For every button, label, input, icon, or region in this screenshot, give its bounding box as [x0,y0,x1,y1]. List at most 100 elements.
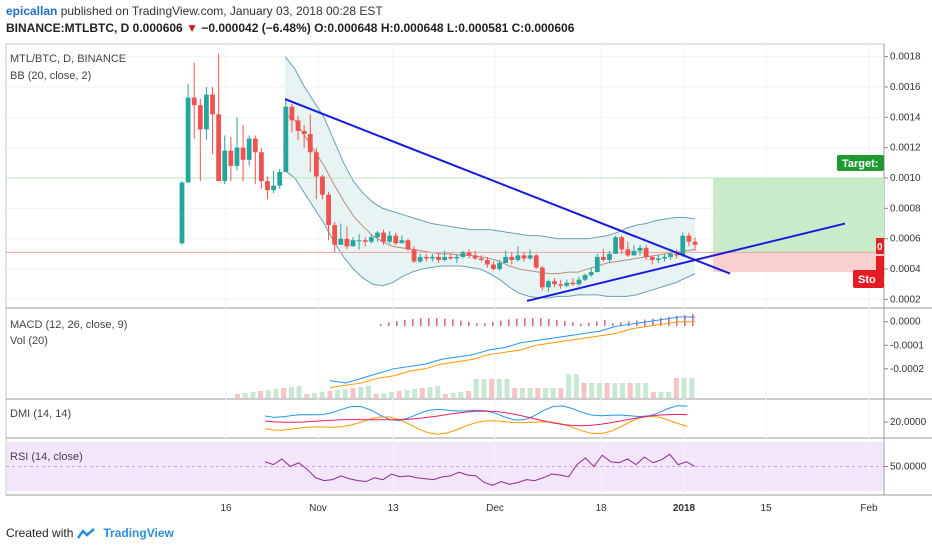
volume-bar [512,388,518,398]
candle-body [375,232,380,238]
volume-bar [242,393,248,398]
rsi-indicator-label[interactable]: RSI (14, close) [10,451,83,463]
candle-body [582,275,588,280]
candle-body [295,120,301,131]
volume-bar [296,386,302,398]
macd-histogram-bar [644,319,646,326]
candle-body [607,253,612,260]
volume-bar [435,386,441,398]
candle-body [356,240,362,242]
y-tick-label: -0.0001 [890,340,924,351]
dmi-indicator-label[interactable]: DMI (14, 14) [10,408,72,420]
macd-histogram-bar [380,324,382,326]
candle-body [692,241,698,245]
volume-bar [573,374,579,398]
volume-bar [365,386,371,398]
x-tick-label: Feb [860,503,878,514]
bollinger-upper-line [284,56,696,240]
candle-body [503,256,509,263]
candle-body [619,237,625,250]
tradingview-brand-link[interactable]: TradingView [103,526,174,540]
volume-bar [658,392,664,398]
volume-bar [281,388,287,398]
candle-body [484,259,490,265]
dmi-minus-line [264,415,688,435]
candle-body [313,152,319,177]
low-value: 0.000581 [458,21,509,35]
candle-body [399,240,405,244]
candle-body [497,262,502,270]
candle-body [466,252,472,256]
candle-body [478,258,484,260]
candle-body [411,249,417,262]
footer: Created with TradingView [6,526,174,540]
macd-histogram-bar [668,316,670,326]
candle-body [320,176,325,195]
y-tick-label: 0.0008 [890,203,921,214]
volume-bar [304,394,310,398]
volume-bar [666,392,672,398]
published-text: published on TradingView.com, January 03… [60,4,383,18]
candle-body [662,256,667,259]
candle-body [600,256,606,260]
macd-histogram-bar [548,318,550,326]
candle-body [448,256,454,259]
y-tick-label: 20.0000 [890,417,927,428]
macd-histogram-bar [588,322,590,326]
close-label: C: [511,21,525,35]
author-link[interactable]: epicallan [6,4,58,18]
candle-body [637,247,643,251]
high-label: H: [380,21,394,35]
x-tick-label: Dec [486,503,504,514]
candle-body [649,256,655,260]
volume-bar [335,390,341,398]
volume-bar [589,383,595,398]
last-price: 0.000606 [132,21,183,35]
candle-body [381,232,386,242]
candle-body [576,279,582,285]
low-label: L: [446,21,459,35]
candle-body [417,256,423,262]
open-value: 0.000648 [327,21,378,35]
publish-line: epicallan published on TradingView.com, … [6,4,383,18]
volume-bar [358,387,364,398]
macd-line [329,316,695,384]
chart-canvas[interactable]: 0.0018 0.0016 0.0014 0.0012 0.0010 0.0008 0.00… [0,0,932,522]
bb-indicator-label[interactable]: BB (20, close, 2) [10,70,92,82]
x-tick-label: 15 [760,503,772,514]
candle-body [234,147,240,166]
entry-badge-tail [876,256,884,286]
candle-body [472,255,478,259]
y-tick-label: 0.0010 [890,173,921,184]
volume-bar [350,388,356,398]
macd-indicator-label[interactable]: MACD (12, 26, close, 9) [10,319,128,331]
candle-body [301,130,307,135]
volume-bar [527,388,533,398]
volume-bar [235,394,240,398]
candle-body [631,250,637,256]
macd-histogram-bar [460,320,462,326]
macd-histogram-bar [604,320,606,326]
y-tick-label: 0.0018 [890,52,921,63]
target-badge [837,155,884,171]
macd-histogram-bar [428,318,430,326]
y-tick-label: 0.0004 [890,264,921,275]
macd-histogram-bar [412,318,414,326]
candle-body [613,237,619,254]
candle-body [423,256,429,259]
volume-bar [481,379,487,398]
candle-body [686,235,692,242]
entry-badge [876,238,884,254]
volume-bar [466,391,471,398]
candle-body [533,255,539,268]
volume-bar [458,392,464,398]
volume-bar [250,392,256,398]
volume-bar [412,389,418,398]
candle-body [564,282,570,286]
candle-body [258,152,264,182]
candle-body [307,134,313,153]
macd-histogram-bar [684,315,686,326]
trend-line-up [526,222,846,302]
target-zone [713,178,884,253]
volume-indicator-label[interactable]: Vol (20) [10,335,48,347]
